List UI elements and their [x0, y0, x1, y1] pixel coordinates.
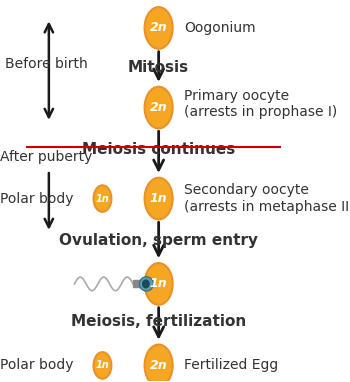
Text: Polar body: Polar body: [0, 358, 73, 372]
Circle shape: [145, 7, 173, 49]
Text: 2n: 2n: [150, 359, 167, 372]
Circle shape: [93, 352, 111, 379]
Text: Oogonium: Oogonium: [184, 21, 256, 35]
Circle shape: [145, 178, 173, 219]
Text: After puberty: After puberty: [0, 150, 92, 164]
Text: Meiosis continues: Meiosis continues: [82, 142, 235, 157]
Text: Primary oocyte
(arrests in prophase I): Primary oocyte (arrests in prophase I): [184, 89, 337, 119]
Circle shape: [93, 185, 111, 212]
Text: Mitosis: Mitosis: [128, 60, 189, 75]
Text: Before birth: Before birth: [5, 57, 88, 71]
Text: 1n: 1n: [96, 194, 109, 204]
Ellipse shape: [139, 277, 153, 291]
Ellipse shape: [143, 280, 149, 288]
Text: Ovulation, sperm entry: Ovulation, sperm entry: [59, 233, 258, 248]
Text: Meiosis, fertilization: Meiosis, fertilization: [71, 314, 246, 329]
FancyBboxPatch shape: [133, 280, 142, 287]
Text: 1n: 1n: [150, 277, 167, 290]
Text: Secondary oocyte
(arrests in metaphase II): Secondary oocyte (arrests in metaphase I…: [184, 183, 350, 214]
Text: Fertilized Egg: Fertilized Egg: [184, 358, 278, 372]
Text: Polar body: Polar body: [0, 192, 73, 206]
Text: 1n: 1n: [96, 361, 109, 371]
Text: 2n: 2n: [150, 101, 167, 114]
Text: 1n: 1n: [150, 192, 167, 205]
Text: 2n: 2n: [150, 21, 167, 34]
Circle shape: [145, 263, 173, 305]
Circle shape: [145, 345, 173, 382]
Circle shape: [145, 87, 173, 128]
